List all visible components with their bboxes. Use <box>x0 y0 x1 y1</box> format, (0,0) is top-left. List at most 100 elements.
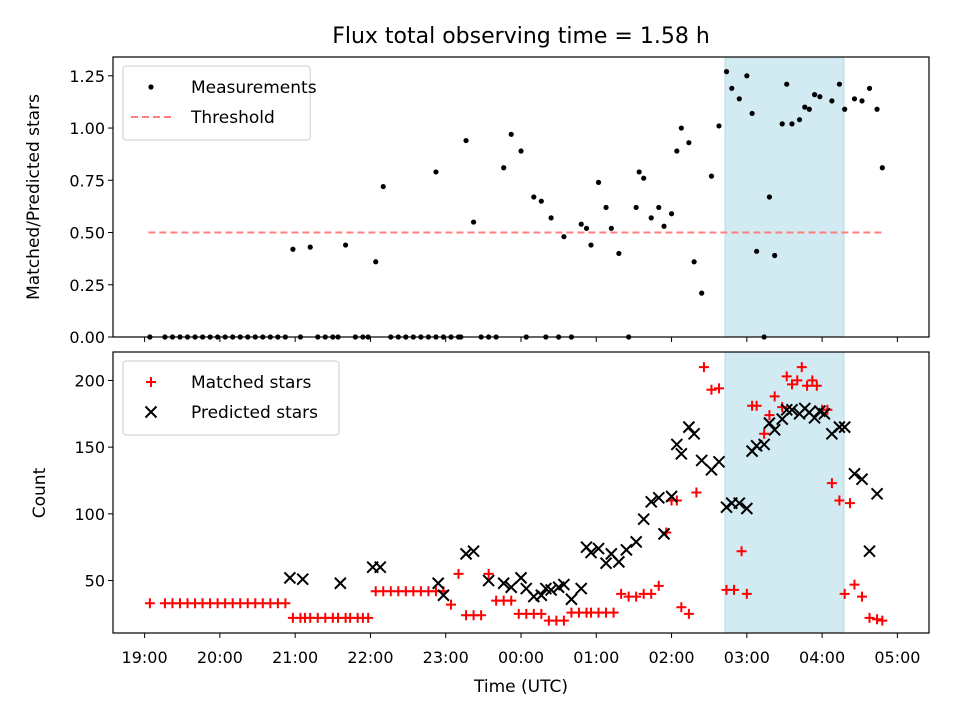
legend-label: Threshold <box>190 108 275 128</box>
count-y-label: Count <box>30 467 50 518</box>
matched-stars-point <box>691 487 702 498</box>
measurements-point <box>766 194 773 200</box>
predicted-stars-point <box>497 577 510 590</box>
x-axis-label: Time (UTC) <box>473 677 568 697</box>
measurements-point <box>729 85 735 91</box>
predicted-stars-point <box>675 447 688 461</box>
predicted-stars-point <box>657 527 671 541</box>
measurements-point <box>463 137 469 144</box>
measurements-point <box>789 121 795 127</box>
measurements-point <box>699 290 705 296</box>
predicted-stars-point <box>855 472 869 486</box>
matched-stars-point <box>729 584 740 595</box>
measurements-point <box>290 246 296 252</box>
measurements-point <box>380 183 386 190</box>
legend-matched-stars-swatch <box>146 377 156 387</box>
measurements-point <box>578 221 584 227</box>
predicted-stars-point <box>599 557 613 570</box>
predicted-stars-point <box>785 403 799 416</box>
x-tick-label: 19:00 <box>122 648 168 667</box>
matched-stars-point <box>631 591 642 602</box>
predicted-stars-point <box>757 438 771 451</box>
measurements-point <box>501 165 507 171</box>
predicted-stars-point <box>870 487 884 501</box>
measurements-point <box>708 173 715 179</box>
x-axis: 19:00 20:00 21:00 22:00 23:00 00:00 01:00 02:00… <box>122 633 920 667</box>
predicted-stars-point <box>652 491 665 505</box>
predicted-stars-point <box>833 420 846 434</box>
predicted-stars-point <box>768 423 781 436</box>
measurements-point <box>518 148 524 154</box>
predicted-stars-point <box>776 412 789 426</box>
measurements-point <box>784 81 790 87</box>
measurements-point <box>859 98 865 104</box>
predicted-stars-point <box>670 438 684 451</box>
x-tick-label: 02:00 <box>648 648 694 667</box>
y-tick-label: 100 <box>74 505 105 524</box>
predicted-stars-point <box>514 571 528 585</box>
measurements-point <box>851 96 858 102</box>
measurements-point <box>433 169 439 175</box>
count-panel: 50 100 150 200 19:00 20:00 21:00 22:00 23:00 00:… <box>30 351 930 697</box>
predicted-stars-point <box>665 490 678 503</box>
legend-box <box>122 65 311 141</box>
measurements-point <box>616 250 622 257</box>
matched-stars-point <box>683 608 694 619</box>
measurements-point <box>802 104 808 110</box>
measurements-point <box>641 175 647 181</box>
y-tick-label: 0.50 <box>69 224 105 243</box>
legend-label: Measurements <box>191 78 317 98</box>
x-tick-label: 21:00 <box>272 648 318 667</box>
matched-stars-point <box>506 595 517 606</box>
measurements-point <box>817 94 823 100</box>
measurements-point <box>866 85 873 91</box>
predicted-stars-point <box>687 427 701 440</box>
matched-stars-point <box>792 375 803 386</box>
predicted-stars-point <box>733 496 746 510</box>
predicted-stars-point <box>740 502 754 515</box>
matched-stars-point <box>741 588 752 599</box>
measurement-points <box>147 69 885 340</box>
predicted-stars-point <box>459 547 473 561</box>
matched-stars-point <box>483 568 494 579</box>
legend-label: Predicted stars <box>191 403 318 423</box>
measurements-point <box>749 110 755 117</box>
measurements-point <box>561 234 567 240</box>
x-tick-label: 05:00 <box>874 648 920 667</box>
measurements-point <box>656 204 662 211</box>
y-tick-label: 0.75 <box>69 171 105 190</box>
x-tick-label: 00:00 <box>498 648 544 667</box>
measurements-point <box>716 123 722 129</box>
ratio-panel: 0.00 0.25 0.50 0.75 1.00 1.25 Matched/Predict… <box>24 56 930 347</box>
matched-stars-point <box>616 588 627 599</box>
matched-stars-point <box>713 383 724 394</box>
predicted-stars-point <box>575 582 588 595</box>
y-tick-label: 0.00 <box>69 328 105 347</box>
matched-stars-point <box>764 410 775 421</box>
measurements-point <box>636 169 642 175</box>
count-y-axis: 50 100 150 200 <box>74 371 113 591</box>
x-tick-label: 23:00 <box>423 648 469 667</box>
matched-stars-point <box>363 612 374 623</box>
matched-stars-point <box>802 380 813 391</box>
measurements-point <box>470 219 477 225</box>
measurements-point <box>836 81 843 87</box>
y-tick-label: 50 <box>85 572 105 591</box>
measurements-point <box>373 259 379 265</box>
predicted-stars-point <box>592 542 605 555</box>
x-tick-label: 20:00 <box>197 648 243 667</box>
predicted-stars-point <box>838 420 851 434</box>
ratio-x-ticks <box>144 337 898 342</box>
matched-stars-point <box>796 362 807 373</box>
matched-stars-point <box>777 402 788 413</box>
measurements-point <box>691 259 697 265</box>
matched-stars-point <box>144 598 155 609</box>
ratio-legend: Measurements Threshold <box>122 65 317 141</box>
x-tick-label: 03:00 <box>724 648 770 667</box>
measurements-point <box>595 179 602 185</box>
measurements-point <box>772 252 778 259</box>
predicted-stars-point <box>712 455 726 469</box>
predicted-stars-point <box>374 561 387 574</box>
count-points <box>144 362 888 626</box>
